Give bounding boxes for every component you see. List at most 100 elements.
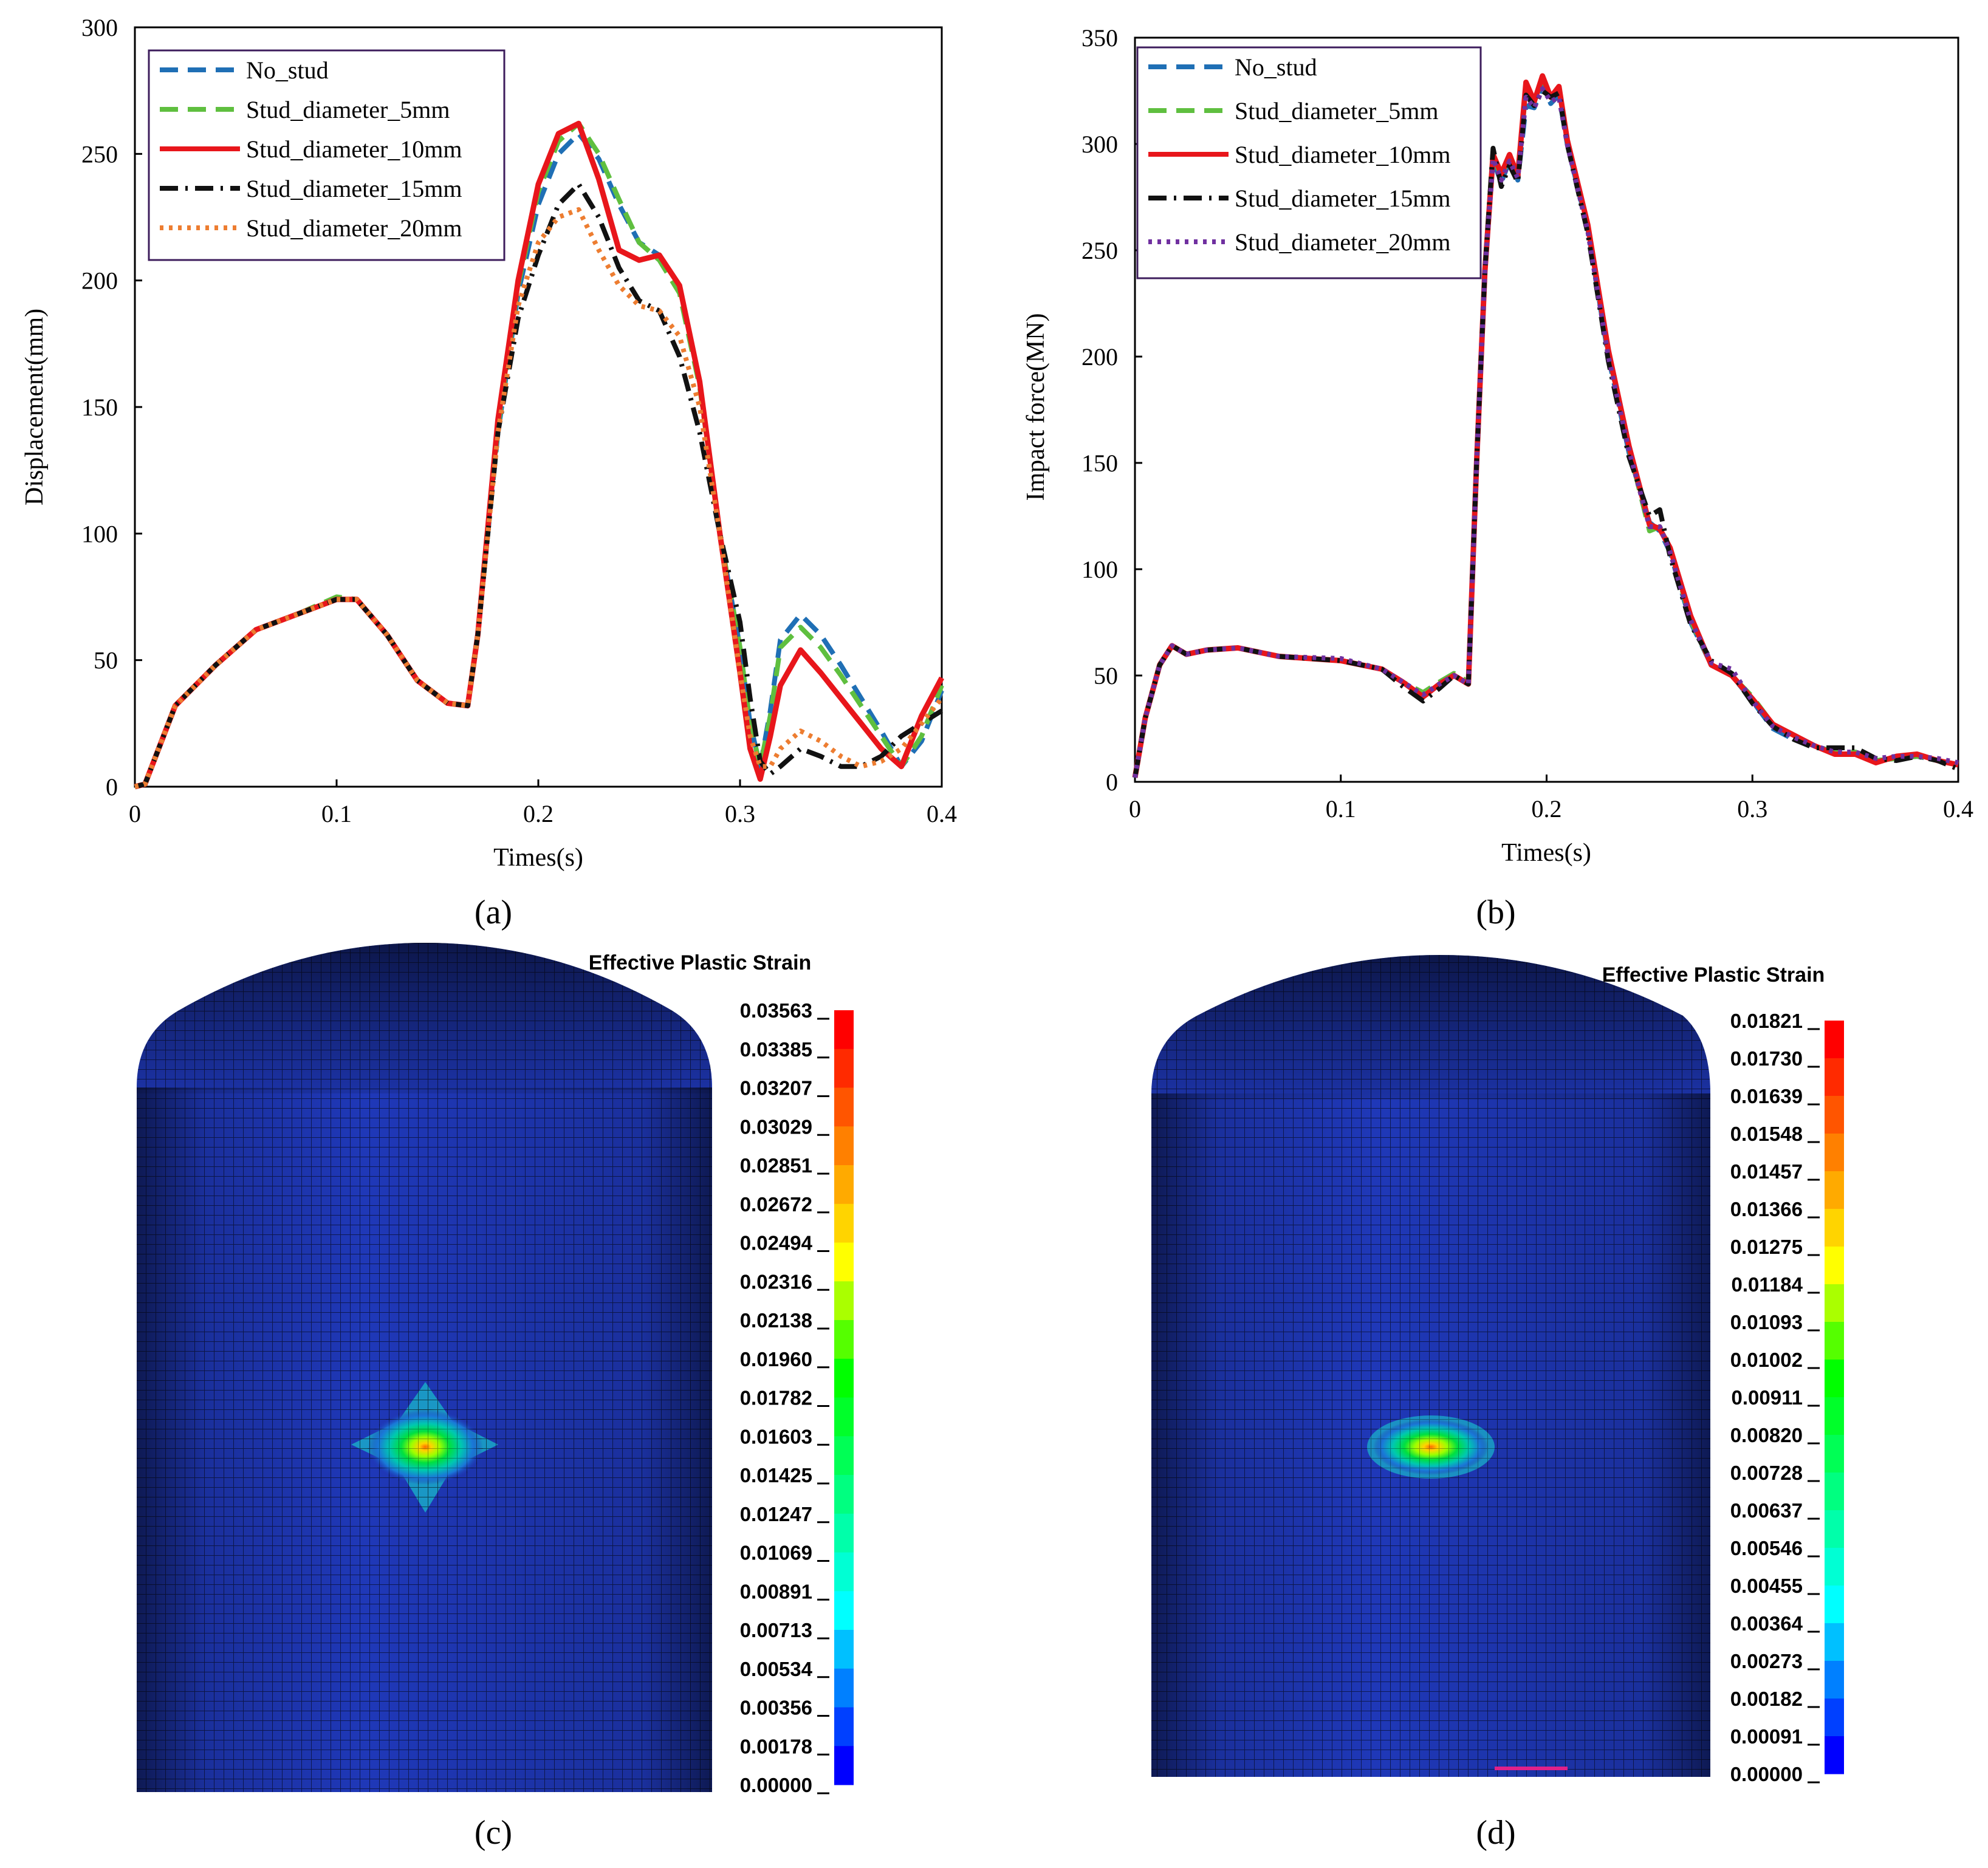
colorbar-label: 0.00534 xyxy=(740,1658,813,1680)
contour-d xyxy=(1151,955,1710,1777)
colorbar-segment xyxy=(1825,1586,1844,1624)
legend-label: Stud_diameter_20mm xyxy=(246,214,462,242)
chart-b-series xyxy=(1132,73,1959,778)
colorbar-label: 0.02494 xyxy=(740,1232,813,1254)
colorbar-segment xyxy=(834,1242,854,1282)
chart-b-ticks: 0 0.1 0.2 0.3 0.4 0 50 100 150 200 250 300 350 xyxy=(1081,24,1973,823)
y-tick-label: 150 xyxy=(1081,450,1118,477)
colorbar-label: 0.00713 xyxy=(740,1619,812,1641)
colorbar-segment xyxy=(834,1552,854,1592)
x-tick-label: 0 xyxy=(129,800,141,827)
x-tick-label: 0.4 xyxy=(927,800,957,827)
colorbar-label: 0.01457 xyxy=(1730,1160,1803,1183)
colorbar-label: 0.01782 xyxy=(740,1387,812,1409)
chart-b-ylabel: Impact force(MN) xyxy=(1022,313,1050,501)
colorbar-segment xyxy=(834,1746,854,1785)
colorbar-label: 0.00455 xyxy=(1730,1575,1803,1597)
colorbar-segment xyxy=(834,1436,854,1476)
chart-a-legend: No_stud Stud_diameter_5mm Stud_diameter_10… xyxy=(148,49,506,261)
colorbar-segment xyxy=(1825,1661,1844,1699)
y-tick-label: 50 xyxy=(1094,662,1118,689)
y-tick-label: 150 xyxy=(81,394,118,421)
x-tick-label: 0.1 xyxy=(1326,795,1356,823)
colorbar-segment xyxy=(1825,1322,1844,1360)
chart-b-legend: No_stud Stud_diameter_5mm Stud_diameter_10… xyxy=(1136,46,1482,279)
contour-d-dome-shade xyxy=(1151,955,1710,1100)
colorbar-segment xyxy=(1825,1021,1844,1059)
colorbar-label: 0.00000 xyxy=(740,1774,812,1796)
contour-c-dome-shade xyxy=(137,943,712,1093)
colorbar-label: 0.00911 xyxy=(1732,1386,1803,1409)
colorbar-segment xyxy=(1825,1736,1844,1774)
colorbar-label: 0.02851 xyxy=(740,1154,812,1177)
legend-label: No_stud xyxy=(1235,53,1317,81)
colorbar-label: 0.00000 xyxy=(1730,1763,1803,1785)
colorbar-label: 0.01960 xyxy=(740,1348,812,1370)
panel-label-a: (a) xyxy=(475,894,512,931)
colorbar-segment xyxy=(834,1630,854,1669)
series-line-stud-diameter-20mm xyxy=(134,207,944,789)
contour-c-hotspot xyxy=(351,1382,498,1513)
y-tick-label: 350 xyxy=(1081,24,1118,52)
colorbar-segment xyxy=(1825,1171,1844,1209)
y-tick-label: 100 xyxy=(81,520,118,547)
colorbar-label: 0.01069 xyxy=(740,1542,812,1564)
colorbar-label: 0.03207 xyxy=(740,1077,812,1100)
chart-b-xlabel: Times(s) xyxy=(1501,839,1591,867)
y-tick-label: 100 xyxy=(1081,556,1118,583)
x-tick-label: 0.1 xyxy=(321,800,352,827)
colorbar-label: 0.00728 xyxy=(1730,1462,1803,1484)
y-tick-label: 0 xyxy=(106,773,118,801)
y-tick-label: 200 xyxy=(81,267,118,295)
colorbar-segment xyxy=(1825,1209,1844,1247)
colorbar-segment xyxy=(1825,1510,1844,1548)
colorbar-segment xyxy=(834,1126,854,1166)
colorbar-segment xyxy=(834,1203,854,1243)
colorbar-label: 0.01366 xyxy=(1730,1198,1803,1220)
colorbar-segment xyxy=(834,1087,854,1127)
y-tick-label: 200 xyxy=(1081,343,1118,371)
contour-c xyxy=(137,943,712,1792)
colorbar-segment xyxy=(1825,1058,1844,1097)
colorbar-label: 0.01548 xyxy=(1730,1123,1803,1145)
panel-label-c: (c) xyxy=(475,1814,512,1852)
colorbar-label: 0.01093 xyxy=(1730,1311,1803,1333)
contour-d-stud-mark xyxy=(1495,1767,1568,1770)
y-tick-label: 0 xyxy=(1106,768,1118,796)
colorbar-label: 0.03563 xyxy=(740,999,812,1022)
colorbar-label: 0.00091 xyxy=(1730,1725,1803,1748)
colorbar-c: Effective Plastic Strain 0.03563 0.03385 0… xyxy=(589,951,854,1796)
legend-box xyxy=(148,49,506,261)
colorbar-label: 0.02672 xyxy=(740,1193,812,1216)
colorbar-d-title: Effective Plastic Strain xyxy=(1602,963,1825,987)
chart-b-impact-force: 0 0.1 0.2 0.3 0.4 0 50 100 150 200 250 300 350 Times… xyxy=(1022,24,1973,867)
x-tick-label: 0.3 xyxy=(1737,795,1767,823)
colorbar-segment xyxy=(834,1010,854,1050)
x-tick-label: 0.3 xyxy=(725,800,755,827)
colorbar-segment xyxy=(1825,1247,1844,1285)
y-tick-label: 50 xyxy=(94,647,118,674)
chart-a-series xyxy=(134,120,944,790)
colorbar-segment xyxy=(1825,1134,1844,1172)
colorbar-label: 0.00182 xyxy=(1730,1688,1803,1710)
colorbar-segment xyxy=(1825,1473,1844,1511)
chart-a-ylabel: Displacement(mm) xyxy=(21,309,49,505)
legend-label: No_stud xyxy=(246,56,329,84)
legend-label: Stud_diameter_20mm xyxy=(1235,228,1451,256)
y-tick-label: 250 xyxy=(1081,237,1118,264)
colorbar-label: 0.00820 xyxy=(1730,1424,1803,1446)
y-tick-label: 250 xyxy=(81,140,118,168)
chart-a-displacement: 0 0.1 0.2 0.3 0.4 0 50 100 150 200 250 300 Times(s)… xyxy=(21,14,957,872)
colorbar-label: 0.03385 xyxy=(740,1038,812,1061)
colorbar-segment xyxy=(1825,1397,1844,1435)
colorbar-label: 0.01730 xyxy=(1730,1047,1803,1070)
legend-label: Stud_diameter_15mm xyxy=(246,175,462,202)
legend-label: Stud_diameter_5mm xyxy=(1235,97,1439,125)
x-tick-label: 0.2 xyxy=(1532,795,1562,823)
colorbar-segment xyxy=(834,1513,854,1553)
legend-label: Stud_diameter_15mm xyxy=(1235,185,1451,212)
y-tick-label: 300 xyxy=(81,14,118,41)
colorbar-label: 0.00364 xyxy=(1730,1612,1803,1635)
y-tick-label: 300 xyxy=(1081,131,1118,158)
